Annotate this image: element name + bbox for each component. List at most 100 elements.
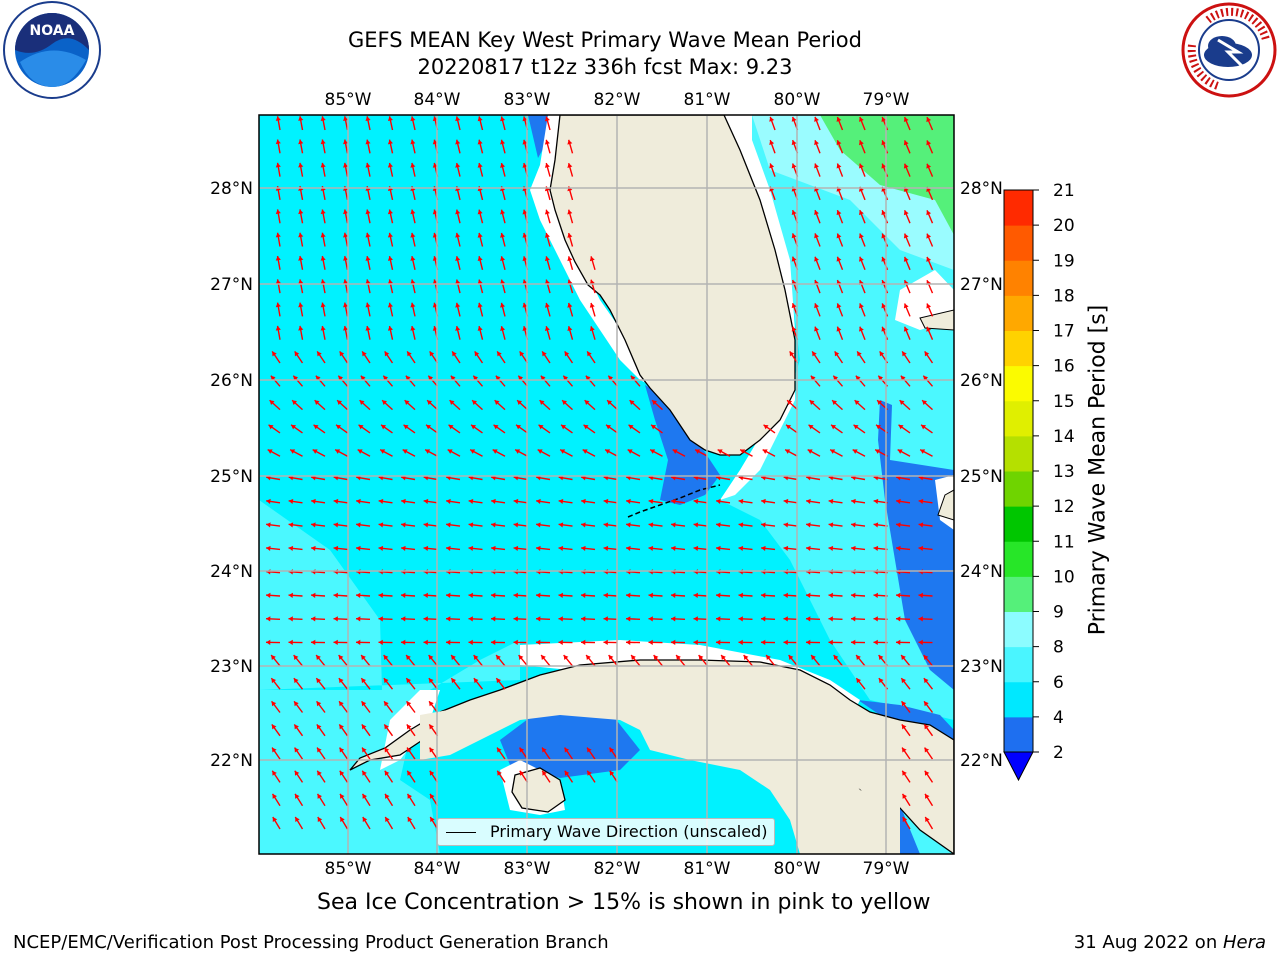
colorbar-tick-label: 16 (1053, 357, 1075, 377)
wave-arrow-head (288, 639, 293, 645)
wave-arrow-head (901, 655, 906, 661)
wave-arrow-head (878, 655, 884, 661)
wave-arrow-head (896, 616, 901, 622)
wave-arrow-head (831, 424, 837, 430)
wave-arrow-head (536, 498, 541, 504)
wave-arrow-head (881, 256, 887, 262)
wave-arrow-head (449, 400, 455, 405)
wave-arrow-head (406, 678, 412, 684)
wave-arrow-head (859, 140, 864, 146)
wave-arrow-head (806, 592, 811, 598)
wave-arrow-head (516, 424, 522, 430)
lon-label-80w-bottom: 80°W (774, 859, 821, 879)
wave-arrow-head (513, 498, 519, 504)
wave-arrow-head (406, 701, 412, 707)
wave-arrow-head (266, 498, 271, 504)
wave-arrow-head (651, 424, 657, 430)
wave-arrow-head (468, 639, 473, 645)
wave-arrow-head (648, 498, 654, 504)
wave-arrow-head (836, 326, 842, 332)
wave-arrow-head (477, 279, 483, 285)
lat-label-26n-right: 26°N (960, 371, 1003, 391)
wave-arrow-head (567, 139, 573, 145)
wave-arrow-head (272, 351, 277, 357)
colorbar-segment (1004, 330, 1033, 367)
wave-arrow-head (918, 616, 923, 622)
wave-arrow-head (698, 655, 704, 661)
wave-arrow-head (836, 163, 842, 169)
wave-arrow-head (473, 678, 479, 684)
wave-arrow-head (522, 279, 528, 285)
wave-arrow-head (298, 279, 304, 285)
colorbar-tick-label: 2 (1053, 743, 1064, 763)
wave-arrow-head (317, 747, 322, 753)
wave-arrow-head (292, 400, 298, 405)
wave-arrow-head (522, 232, 528, 238)
wave-arrow-head (500, 326, 506, 331)
wave-arrow-head (288, 522, 294, 528)
wave-arrow-head (288, 616, 293, 622)
wave-arrow-head (365, 116, 371, 122)
colorbar-segment (1004, 260, 1033, 296)
wave-arrow-head (333, 592, 338, 598)
wave-arrow-head (294, 770, 300, 776)
wave-arrow-head (902, 770, 907, 776)
wave-arrow-head (537, 449, 543, 454)
wave-arrow-head (738, 639, 743, 645)
wave-arrow-head (430, 817, 435, 823)
wave-arrow-head (788, 655, 794, 661)
wave-arrow-head (648, 522, 654, 528)
wave-arrow-head (626, 616, 631, 622)
colorbar-segment (1004, 681, 1033, 718)
wave-arrow-head (320, 325, 326, 331)
wave-arrow-head (716, 522, 721, 528)
wave-arrow-head (356, 545, 361, 551)
wave-arrow-head (769, 163, 775, 169)
wave-arrow-head (275, 279, 281, 284)
wave-arrow-head (626, 592, 631, 598)
wave-arrow-head (362, 747, 367, 753)
wave-arrow-head (544, 326, 550, 332)
wave-arrow-head (851, 616, 856, 622)
wave-arrow-head (387, 302, 393, 308)
wave-arrow-head (384, 724, 389, 730)
wave-arrow-head (609, 747, 615, 753)
lat-label-22n-left: 22°N (210, 751, 253, 771)
wave-arrow-head (343, 325, 349, 331)
wave-arrow-head (359, 400, 365, 405)
colorbar-segment (1004, 400, 1033, 437)
wave-arrow-head (536, 639, 541, 645)
wave-arrow-head (763, 424, 769, 430)
wave-arrow-head (312, 449, 318, 454)
wave-arrow-head (851, 545, 856, 551)
wave-arrow-head (403, 424, 409, 430)
wave-arrow-head (361, 655, 366, 661)
colorbar-tick-label: 4 (1053, 708, 1064, 728)
wave-arrow-head (383, 655, 389, 661)
wave-arrow-head (407, 770, 412, 776)
wave-arrow-head (789, 351, 795, 357)
wave-arrow-head (589, 326, 595, 332)
wave-arrow-head (513, 616, 518, 622)
wave-arrow-head (471, 424, 477, 430)
wave-arrow-head (314, 400, 320, 405)
wave-arrow-head (497, 351, 502, 357)
wave-arrow-head (339, 701, 344, 707)
arrow-legend: Primary Wave Direction (unscaled) (437, 818, 775, 846)
wave-arrow-head (477, 256, 483, 262)
wave-arrow-head (564, 747, 570, 753)
wave-arrow-head (881, 303, 887, 309)
wave-arrow-head (365, 232, 371, 238)
colorbar-tick-label: 14 (1053, 427, 1075, 447)
wave-arrow-head (477, 326, 483, 331)
period-2-4-patch-4 (500, 710, 640, 778)
wave-arrow-head (603, 616, 608, 622)
wave-arrow-head (500, 279, 506, 285)
wave-arrow-head (362, 770, 367, 776)
wave-arrow-head (494, 400, 500, 405)
wave-arrow-head (693, 498, 699, 504)
wave-arrow-head (693, 639, 698, 645)
wave-arrow-head (316, 701, 322, 707)
wave-arrow-head (382, 400, 388, 405)
wave-arrow-head (378, 498, 384, 504)
